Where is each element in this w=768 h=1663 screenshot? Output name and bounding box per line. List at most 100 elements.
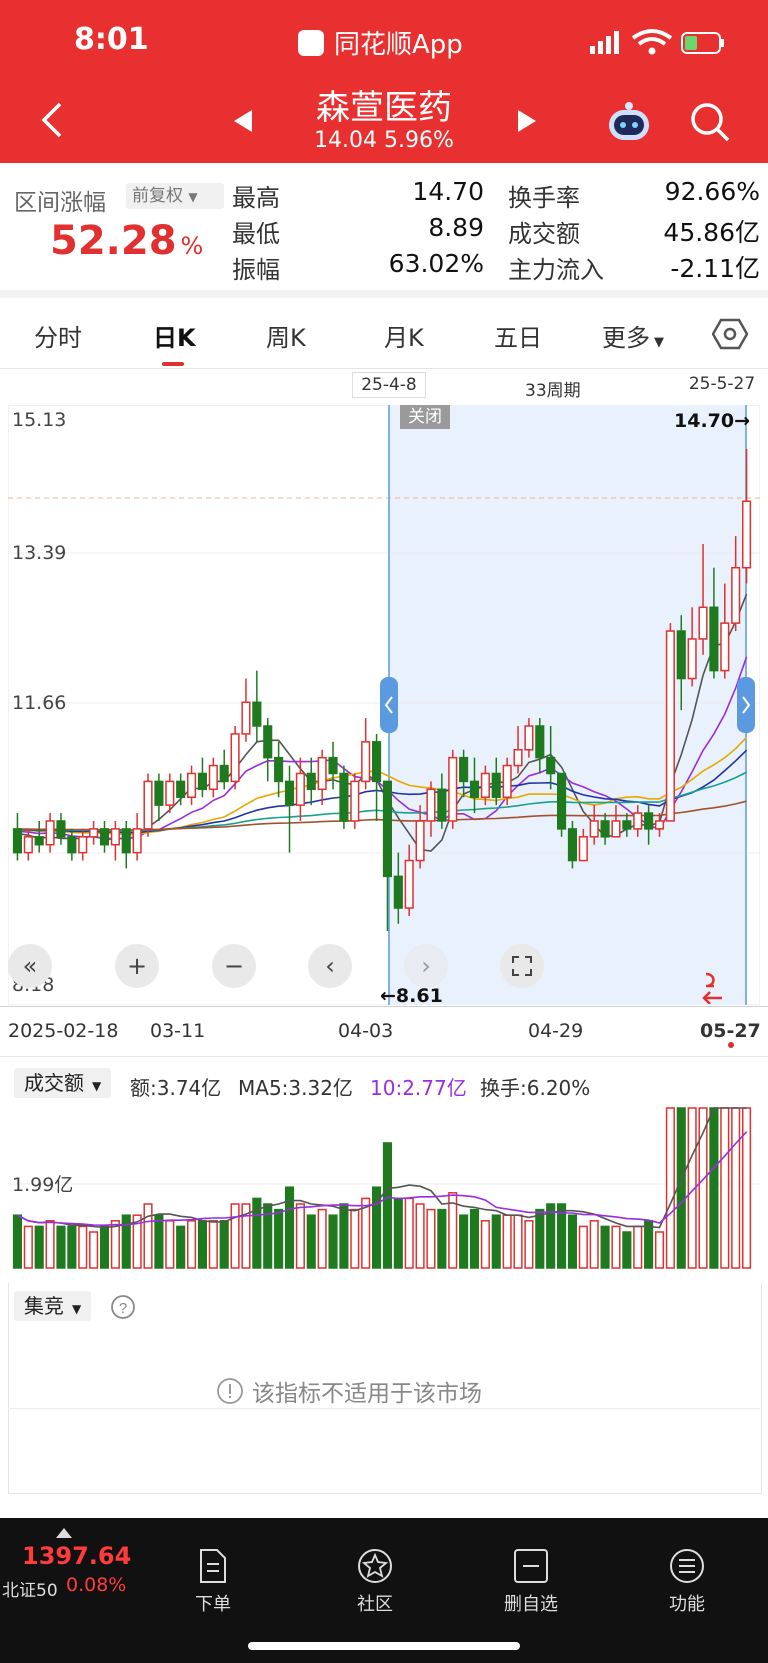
prev-stock-icon[interactable] (232, 108, 256, 134)
candle-body (567, 828, 577, 862)
candle-body (480, 772, 490, 798)
nav-functions[interactable]: 功能 (642, 1548, 732, 1616)
candle-body (143, 780, 153, 830)
volume-ma10: 10:2.77亿 (370, 1076, 467, 1100)
volume-bar (219, 1220, 229, 1269)
adjust-selector[interactable]: 前复权 ▼ (126, 183, 224, 209)
stat-value-amount: 45.86亿 (663, 218, 760, 247)
tab-more[interactable]: 更多 ▼ (602, 318, 664, 353)
candle (437, 773, 447, 829)
candle-body (437, 788, 447, 822)
stat-value-low: 8.89 (428, 213, 484, 242)
range-change-number: 52.28 (50, 218, 177, 264)
volume-bar (328, 1214, 338, 1269)
nav-remove-watchlist[interactable]: 删自选 (486, 1548, 576, 1616)
volume-bar (252, 1197, 262, 1269)
volume-bar (415, 1203, 425, 1269)
nav-community[interactable]: 社区 (330, 1548, 420, 1616)
candle-body (415, 820, 425, 862)
app-logo-icon (298, 29, 324, 56)
candle (426, 781, 436, 837)
candle-body (12, 828, 22, 854)
tab-daily-k[interactable]: 日K (153, 324, 196, 352)
volume-chart[interactable] (8, 1100, 760, 1272)
candle (578, 828, 588, 862)
candle (502, 757, 512, 806)
candle-body (709, 606, 719, 672)
candle (12, 813, 22, 861)
search-icon[interactable] (688, 100, 732, 144)
volume-bar (306, 1214, 316, 1269)
back-icon[interactable] (36, 100, 66, 140)
candle-body (698, 606, 708, 640)
candle (480, 765, 490, 806)
candle (567, 820, 577, 869)
settings-icon[interactable] (712, 316, 748, 352)
volume-bar (567, 1214, 577, 1269)
volume-bar (676, 1107, 686, 1269)
zoom-out-button[interactable]: − (212, 944, 256, 988)
next-stock-icon[interactable] (514, 108, 538, 134)
candle-body (110, 828, 120, 846)
candle-body (274, 756, 284, 783)
stat-label-high: 最高 (232, 184, 280, 212)
candle (720, 583, 730, 679)
candle (230, 726, 240, 790)
range-end-handle[interactable] (737, 677, 755, 733)
candle (611, 805, 621, 838)
rewind-button[interactable]: « (8, 944, 52, 988)
candle-body (535, 725, 545, 759)
volume-bar (23, 1225, 33, 1269)
candle-body (197, 772, 208, 791)
volume-bar (426, 1208, 436, 1269)
candle-body (502, 764, 512, 798)
candle (415, 805, 425, 869)
volume-bar (361, 1197, 371, 1269)
index-value[interactable]: 1397.64 (22, 1542, 132, 1570)
scroll-right-button[interactable]: › (404, 944, 448, 988)
range-close-button[interactable]: 关闭 (400, 405, 450, 429)
candle-body (644, 812, 654, 830)
candle-body (622, 820, 632, 830)
candle-body (23, 836, 33, 854)
volume-turnover: 换手:6.20% (480, 1076, 591, 1100)
candle (535, 718, 545, 774)
tab-monthly-k[interactable]: 月K (384, 324, 424, 352)
fullscreen-button[interactable] (500, 944, 544, 988)
minus-icon: − (223, 952, 245, 980)
candle-body (557, 772, 567, 830)
candle (339, 765, 349, 829)
candle (263, 718, 273, 782)
help-icon[interactable]: ? (110, 1294, 136, 1320)
kline-chart[interactable] (8, 405, 760, 1005)
candle (676, 615, 686, 711)
volume-bar (665, 1107, 675, 1269)
status-app: 同花顺App (298, 24, 463, 61)
robot-assistant-icon[interactable] (604, 100, 654, 144)
candle (742, 449, 752, 584)
nav-order[interactable]: 下单 (168, 1548, 258, 1616)
candle (89, 820, 99, 845)
scroll-left-button[interactable]: ‹ (308, 944, 352, 988)
range-selection[interactable] (389, 405, 746, 1005)
zoom-in-button[interactable]: + (115, 944, 159, 988)
candle (589, 805, 599, 845)
range-start-handle[interactable] (380, 677, 398, 733)
range-end-label: 25-5-27 (688, 374, 756, 394)
volume-selector[interactable]: 成交额 ▼ (14, 1068, 112, 1098)
tab-five-day[interactable]: 五日 (494, 324, 542, 352)
range-change-unit: % (180, 232, 204, 260)
volume-bar (284, 1186, 295, 1269)
info-icon (217, 1378, 243, 1404)
indicator-selector[interactable]: 集竞 ▼ (14, 1291, 92, 1321)
volume-selector-label: 成交额 (24, 1071, 84, 1095)
tab-intraday[interactable]: 分时 (34, 324, 82, 352)
volume-ma5: MA5:3.32亿 (238, 1076, 353, 1100)
home-indicator (248, 1642, 520, 1650)
candle (361, 718, 371, 790)
volume-bar (535, 1208, 545, 1269)
volume-bar (350, 1208, 360, 1269)
tab-weekly-k[interactable]: 周K (266, 324, 306, 352)
range-period-label: 33周期 (525, 381, 581, 401)
return-icon[interactable] (700, 970, 728, 1004)
